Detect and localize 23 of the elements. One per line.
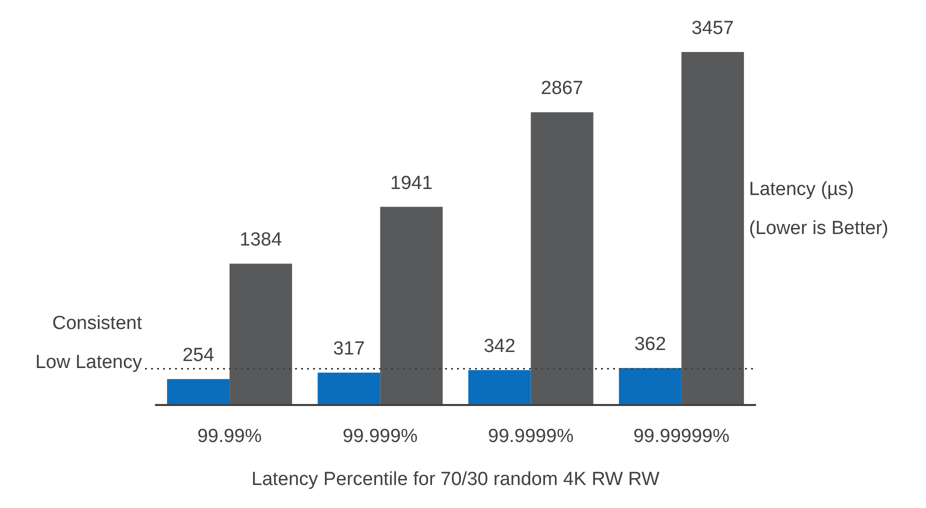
data-label: 1941 bbox=[390, 172, 433, 194]
data-label: 2867 bbox=[540, 78, 584, 100]
data-label: 1384 bbox=[240, 230, 282, 251]
bar bbox=[468, 370, 531, 405]
ref-line-label: Consistent Low Latency bbox=[35, 312, 143, 373]
bar bbox=[167, 379, 230, 405]
x-tick-label: 99.9999% bbox=[488, 426, 574, 447]
x-tick-label: 99.99999% bbox=[633, 426, 730, 447]
bar bbox=[318, 372, 380, 405]
bar bbox=[681, 52, 744, 405]
bar bbox=[230, 264, 292, 405]
data-label: 254 bbox=[182, 345, 215, 366]
bar bbox=[618, 368, 682, 405]
x-tick-label: 99.999% bbox=[342, 426, 418, 447]
x-tick-label: 99.99% bbox=[197, 426, 262, 447]
y-axis-title: Latency (µs) (Lower is Better) bbox=[749, 179, 888, 239]
data-label: 362 bbox=[634, 334, 666, 356]
data-label: 317 bbox=[333, 338, 365, 360]
bar bbox=[530, 112, 594, 405]
data-label: 3457 bbox=[692, 18, 734, 39]
bar bbox=[380, 206, 443, 405]
x-axis-title: Latency Percentile for 70/30 random 4K RW RW bbox=[252, 469, 660, 490]
data-label: 342 bbox=[484, 336, 516, 358]
